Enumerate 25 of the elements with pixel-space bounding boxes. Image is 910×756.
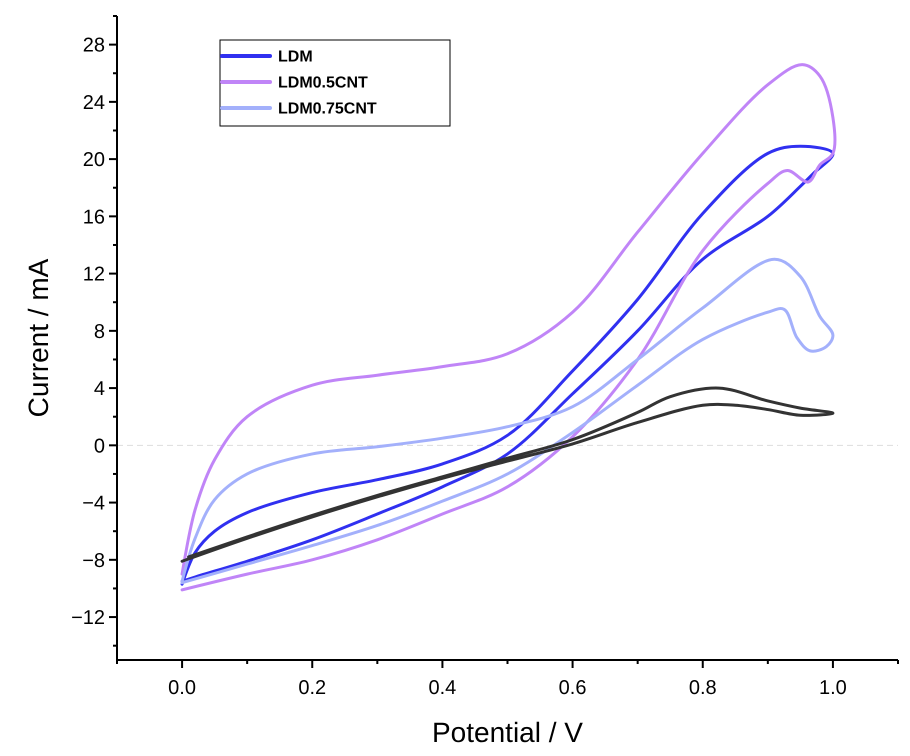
y-tick-label: −12	[71, 607, 105, 630]
y-tick-label: 16	[82, 206, 105, 228]
line-series	[180, 258, 834, 584]
legend-label: LDM	[278, 48, 313, 66]
y-axis-title: Current / mA	[23, 258, 54, 418]
legend-label: LDM0.5CNT	[278, 74, 368, 92]
x-tick-label: 1.0	[819, 677, 847, 699]
line-series	[180, 144, 834, 586]
y-tick-label: −8	[82, 550, 105, 572]
y-tick-label: 4	[94, 378, 105, 400]
y-tick-label: 20	[82, 149, 105, 172]
y-tick-label: 12	[82, 264, 105, 286]
x-tick-label: 0.8	[688, 677, 717, 699]
y-tick-label: −4	[82, 492, 105, 515]
x-tick-label: 0.4	[428, 677, 456, 699]
y-tick-label: 0	[94, 435, 105, 458]
x-axis-title: Potential / V	[432, 717, 584, 748]
line-series	[180, 386, 834, 563]
y-tick-label: 28	[82, 34, 105, 57]
y-tick-label: 8	[94, 320, 105, 343]
x-tick-label: 0.6	[558, 677, 586, 699]
legend-label: LDM0.75CNT	[278, 100, 377, 118]
y-tick-label: 24	[82, 92, 105, 114]
x-tick-label: 0.0	[168, 677, 196, 699]
x-tick-label: 0.2	[298, 677, 326, 699]
